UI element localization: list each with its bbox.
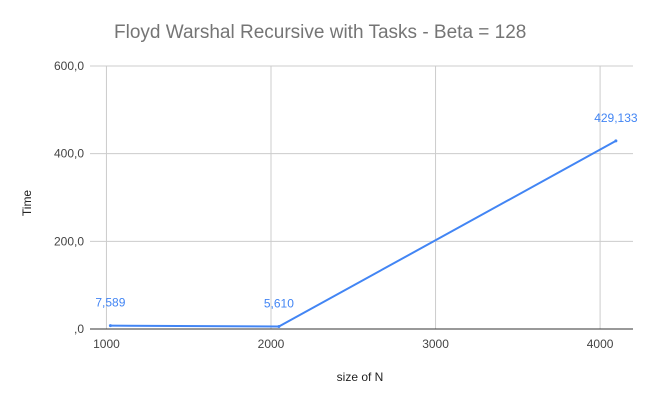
series-layer [108, 139, 618, 329]
data-label: 7,589 [95, 296, 125, 310]
data-label: 5,610 [264, 297, 294, 311]
gridlines [90, 65, 633, 329]
y-tick-label: 600,0 [54, 59, 84, 73]
axes: ,0 200,0 400,0 600,0 1000 2000 3000 4000 [54, 59, 633, 351]
x-tick-label: 4000 [587, 337, 614, 351]
data-labels: 7,589 5,610 429,133 [95, 111, 638, 311]
data-point [614, 139, 618, 143]
data-label: 429,133 [594, 111, 638, 125]
y-tick-label: 200,0 [54, 234, 84, 248]
x-tick-label: 2000 [258, 337, 285, 351]
x-tick-label: 1000 [93, 337, 120, 351]
data-point [277, 325, 281, 329]
y-tick-label: 400,0 [54, 147, 84, 161]
x-axis-title: size of N [337, 370, 384, 384]
y-tick-label: ,0 [74, 322, 84, 336]
series-line [110, 140, 617, 328]
x-tick-label: 3000 [422, 337, 449, 351]
y-axis-title: Time [20, 190, 34, 217]
data-point [108, 324, 112, 328]
chart-title: Floyd Warshal Recursive with Tasks - Bet… [114, 22, 526, 43]
